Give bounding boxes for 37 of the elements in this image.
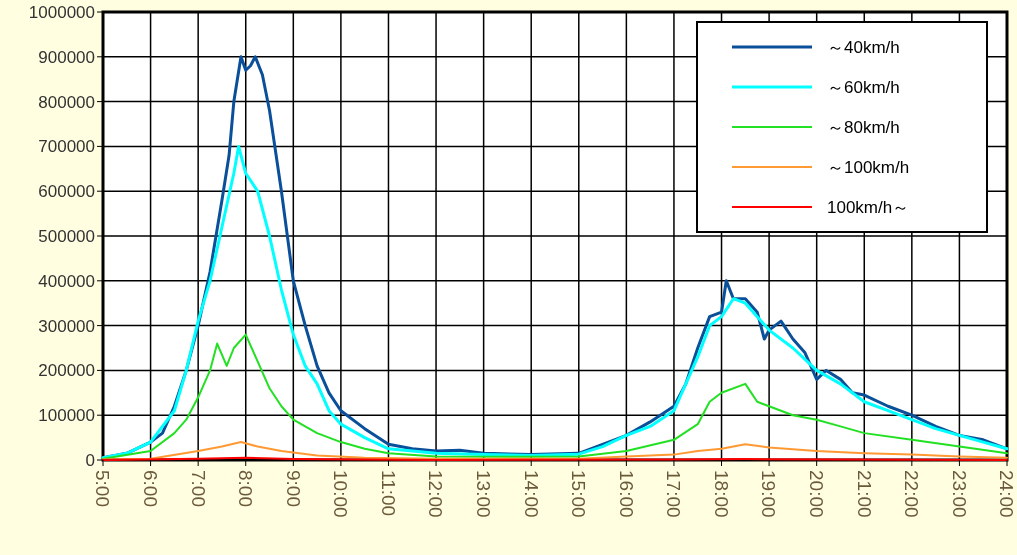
x-tick-label: 16:00	[615, 470, 637, 518]
x-tick-label: 10:00	[330, 470, 352, 518]
legend-label: ～40km/h	[827, 37, 900, 57]
legend-label: ～100km/h	[827, 157, 910, 177]
x-tick-label: 17:00	[663, 470, 685, 518]
y-tick-label: 900000	[38, 47, 95, 67]
x-tick-label: 11:00	[377, 470, 399, 517]
x-tick-label: 6:00	[139, 470, 161, 507]
y-tick-label: 700000	[38, 137, 95, 157]
x-tick-label: 15:00	[568, 470, 590, 518]
x-tick-label: 13:00	[472, 470, 494, 518]
line-series	[102, 441, 1008, 461]
y-tick-label: 200000	[38, 361, 95, 381]
legend-label: 100km/h～	[827, 197, 910, 217]
y-tick-label: 800000	[38, 92, 95, 112]
x-tick-label: 21:00	[853, 470, 875, 518]
x-tick-label: 9:00	[282, 470, 304, 507]
x-tick-label: 7:00	[187, 470, 209, 507]
x-tick-label: 5:00	[92, 470, 114, 507]
x-tick-label: 24:00	[996, 470, 1017, 518]
legend-label: ～80km/h	[827, 117, 900, 137]
y-tick-label: 400000	[38, 271, 95, 291]
x-tick-label: 19:00	[758, 470, 780, 518]
y-tick-label: 600000	[38, 182, 95, 202]
x-tick-label: 8:00	[235, 470, 257, 507]
x-tick-label: 18:00	[710, 470, 732, 518]
x-tick-label: 22:00	[901, 470, 923, 518]
legend-label: ～60km/h	[827, 77, 900, 97]
x-tick-label: 20:00	[806, 470, 828, 518]
x-tick-label: 14:00	[520, 470, 542, 518]
x-tick-label: 23:00	[948, 470, 970, 518]
y-tick-label: 100000	[38, 406, 95, 426]
y-tick-label: 500000	[38, 226, 95, 246]
y-tick-label: 1000000	[28, 2, 95, 22]
y-tick-label: 300000	[38, 316, 95, 336]
y-tick-label: 0	[85, 450, 95, 470]
x-tick-label: 12:00	[425, 470, 447, 518]
